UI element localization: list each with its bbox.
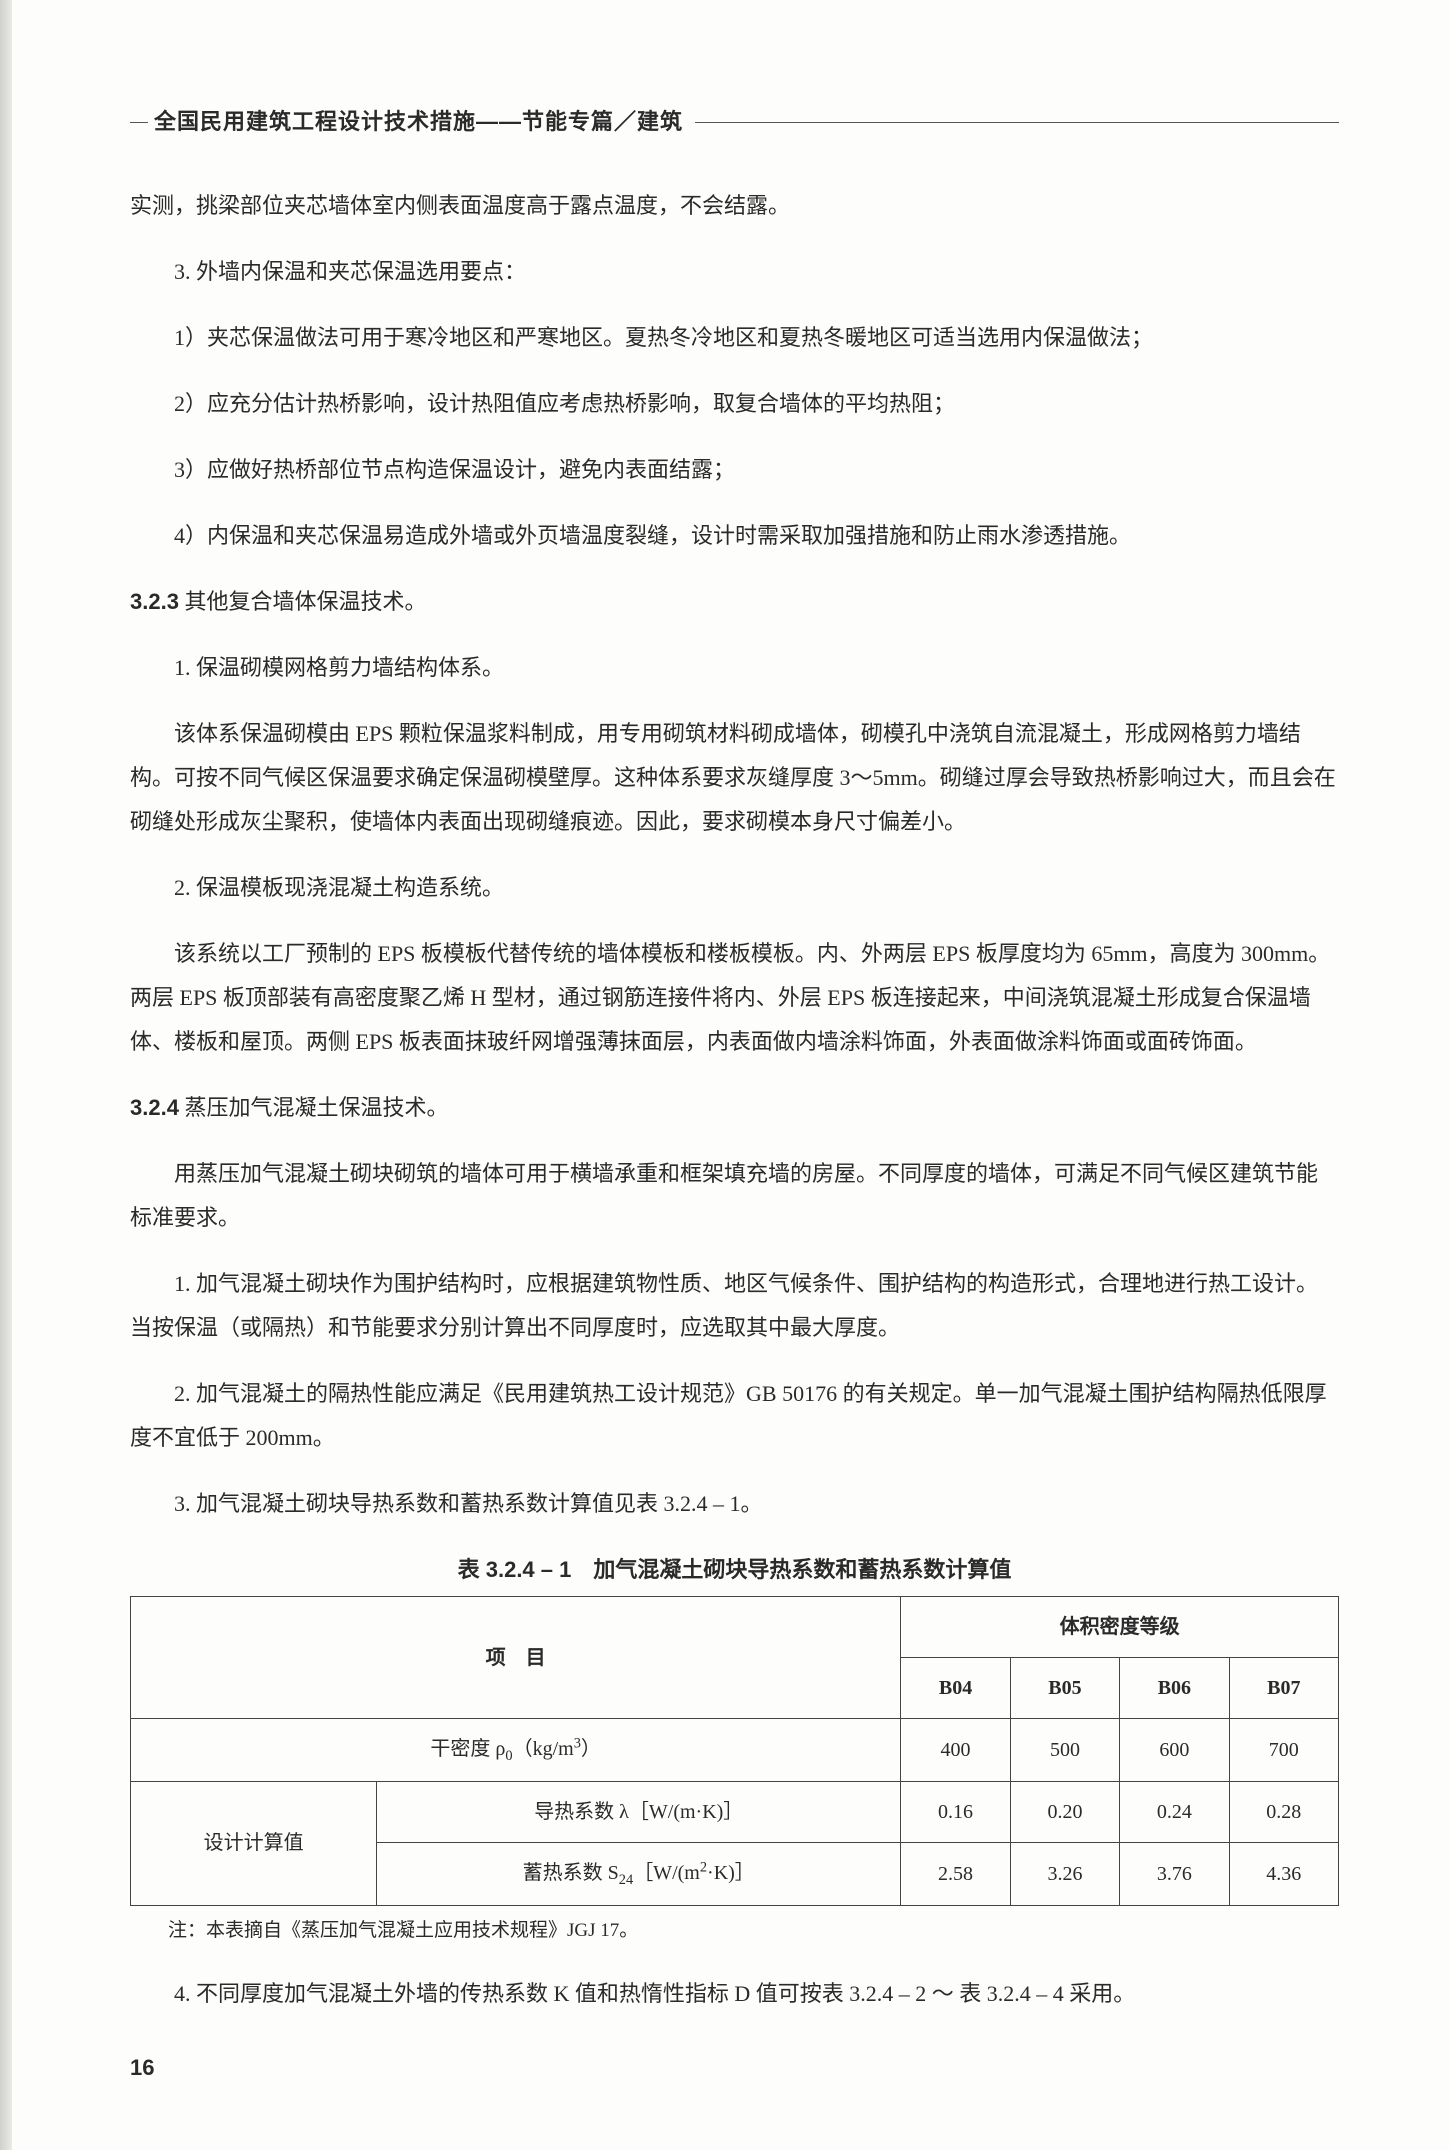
lambda-cell: 0.28 (1229, 1781, 1338, 1842)
s24-cell: 3.26 (1010, 1842, 1119, 1905)
row-label-s24: 蓄热系数 S24［W/(m2·K)］ (377, 1842, 901, 1905)
section-3-2-4: 3.2.4 蒸压加气混凝土保温技术。 (130, 1086, 1339, 1130)
grade-cell: B07 (1229, 1658, 1338, 1719)
s24-cell: 2.58 (901, 1842, 1010, 1905)
table-row-lambda: 设计计算值 导热系数 λ［W/(m·K)］ 0.16 0.20 0.24 0.2… (131, 1781, 1339, 1842)
lambda-cell: 0.20 (1010, 1781, 1119, 1842)
density-cell: 700 (1229, 1719, 1338, 1782)
section-number: 3.2.3 (130, 589, 179, 614)
header-rule-right (695, 122, 1339, 123)
s323-item-2-body: 该系统以工厂预制的 EPS 板模板代替传统的墙体模板和楼板模板。内、外两层 EP… (130, 932, 1339, 1064)
density-cell: 400 (901, 1719, 1010, 1782)
row-label-design: 设计计算值 (131, 1781, 377, 1905)
point-3-4: 4）内保温和夹芯保温易造成外墙或外页墙温度裂缝，设计时需采取加强措施和防止雨水渗… (130, 514, 1339, 558)
s323-item-2: 2. 保温模板现浇混凝土构造系统。 (130, 866, 1339, 910)
point-3-3: 3）应做好热桥部位节点构造保温设计，避免内表面结露； (130, 448, 1339, 492)
header-title: 全国民用建筑工程设计技术措施——节能专篇／建筑 (154, 100, 683, 144)
lambda-cell: 0.24 (1120, 1781, 1229, 1842)
paragraph-intro: 实测，挑梁部位夹芯墙体室内侧表面温度高于露点温度，不会结露。 (130, 184, 1339, 228)
point-3: 3. 外墙内保温和夹芯保温选用要点： (130, 250, 1339, 294)
section-number: 3.2.4 (130, 1095, 179, 1120)
s324-item-1: 1. 加气混凝土砌块作为围护结构时，应根据建筑物性质、地区气候条件、围护结构的构… (130, 1262, 1339, 1350)
section-title: 蒸压加气混凝土保温技术。 (179, 1095, 449, 1120)
s323-item-1: 1. 保温砌模网格剪力墙结构体系。 (130, 646, 1339, 690)
thermal-coefficients-table: 项 目 体积密度等级 B04 B05 B06 B07 干密度 ρ0（kg/m3）… (130, 1596, 1339, 1906)
s324-intro: 用蒸压加气混凝土砌块砌筑的墙体可用于横墙承重和框架填充墙的房屋。不同厚度的墙体，… (130, 1152, 1339, 1240)
row-label-lambda: 导热系数 λ［W/(m·K)］ (377, 1781, 901, 1842)
s324-item-2: 2. 加气混凝土的隔热性能应满足《民用建筑热工设计规范》GB 50176 的有关… (130, 1372, 1339, 1460)
s323-item-1-body: 该体系保温砌模由 EPS 颗粒保温浆料制成，用专用砌筑材料砌成墙体，砌模孔中浇筑… (130, 712, 1339, 844)
table-row-density: 干密度 ρ0（kg/m3） 400 500 600 700 (131, 1719, 1339, 1782)
density-cell: 600 (1120, 1719, 1229, 1782)
section-3-2-3: 3.2.3 其他复合墙体保温技术。 (130, 580, 1339, 624)
grade-cell: B04 (901, 1658, 1010, 1719)
page-number: 16 (130, 2046, 1339, 2090)
s324-item-4: 4. 不同厚度加气混凝土外墙的传热系数 K 值和热惰性指标 D 值可按表 3.2… (130, 1972, 1339, 2016)
page: 全国民用建筑工程设计技术措施——节能专篇／建筑 实测，挑梁部位夹芯墙体室内侧表面… (0, 0, 1449, 2150)
lambda-cell: 0.16 (901, 1781, 1010, 1842)
s24-cell: 3.76 (1120, 1842, 1229, 1905)
table-row-header-1: 项 目 体积密度等级 (131, 1597, 1339, 1658)
col-header-item: 项 目 (131, 1597, 901, 1719)
point-3-1: 1）夹芯保温做法可用于寒冷地区和严寒地区。夏热冬冷地区和夏热冬暖地区可适当选用内… (130, 316, 1339, 360)
point-3-2: 2）应充分估计热桥影响，设计热阻值应考虑热桥影响，取复合墙体的平均热阻； (130, 382, 1339, 426)
s24-cell: 4.36 (1229, 1842, 1338, 1905)
s324-item-3: 3. 加气混凝土砌块导热系数和蓄热系数计算值见表 3.2.4 – 1。 (130, 1482, 1339, 1526)
density-cell: 500 (1010, 1719, 1119, 1782)
grade-cell: B06 (1120, 1658, 1229, 1719)
table-title: 表 3.2.4 – 1 加气混凝土砌块导热系数和蓄热系数计算值 (130, 1548, 1339, 1592)
grade-cell: B05 (1010, 1658, 1119, 1719)
running-header: 全国民用建筑工程设计技术措施——节能专篇／建筑 (130, 100, 1339, 144)
table-note: 注：本表摘自《蒸压加气混凝土应用技术规程》JGJ 17。 (130, 1912, 1339, 1950)
section-title: 其他复合墙体保温技术。 (179, 589, 427, 614)
header-rule-left (130, 122, 148, 123)
binding-edge (0, 0, 12, 2150)
col-header-density-grade: 体积密度等级 (901, 1597, 1339, 1658)
row-label-density: 干密度 ρ0（kg/m3） (131, 1719, 901, 1782)
